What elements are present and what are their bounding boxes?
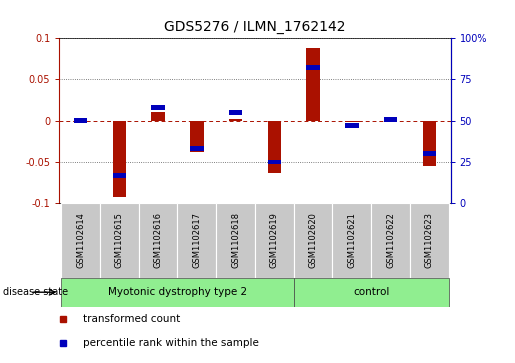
Bar	[139, 203, 178, 278]
Bar	[306, 48, 320, 121]
Text: GSM1102616: GSM1102616	[153, 212, 163, 269]
Bar	[384, 120, 398, 121]
Text: GSM1102617: GSM1102617	[192, 212, 201, 269]
Text: GSM1102621: GSM1102621	[347, 213, 356, 268]
Bar	[422, 121, 436, 166]
Text: control: control	[353, 287, 389, 297]
Text: transformed count: transformed count	[83, 314, 180, 325]
Bar	[294, 203, 332, 278]
Bar	[61, 278, 294, 307]
Text: GSM1102614: GSM1102614	[76, 213, 85, 268]
Bar	[216, 203, 255, 278]
Bar	[410, 203, 449, 278]
Bar	[178, 203, 216, 278]
Text: Myotonic dystrophy type 2: Myotonic dystrophy type 2	[108, 287, 247, 297]
Title: GDS5276 / ILMN_1762142: GDS5276 / ILMN_1762142	[164, 20, 346, 34]
Text: disease state: disease state	[3, 287, 67, 297]
Bar	[267, 121, 281, 173]
Bar	[332, 203, 371, 278]
Text: GSM1102623: GSM1102623	[425, 212, 434, 269]
Bar	[190, 146, 203, 151]
Bar	[255, 203, 294, 278]
Bar	[151, 105, 165, 110]
Bar	[422, 151, 436, 156]
Bar	[112, 173, 126, 178]
Text: percentile rank within the sample: percentile rank within the sample	[83, 338, 259, 348]
Bar	[267, 159, 281, 164]
Text: GSM1102620: GSM1102620	[308, 213, 318, 268]
Bar	[371, 203, 410, 278]
Bar	[384, 117, 398, 122]
Text: GSM1102622: GSM1102622	[386, 213, 395, 268]
Bar	[151, 113, 165, 121]
Text: GSM1102619: GSM1102619	[270, 213, 279, 268]
Bar	[306, 65, 320, 70]
Bar	[100, 203, 139, 278]
Bar	[294, 278, 449, 307]
Bar	[112, 121, 126, 197]
Bar	[345, 121, 358, 122]
Bar	[61, 203, 100, 278]
Bar	[190, 121, 203, 152]
Bar	[74, 120, 88, 121]
Bar	[74, 118, 88, 123]
Text: GSM1102615: GSM1102615	[115, 213, 124, 268]
Bar	[229, 110, 243, 115]
Bar	[345, 123, 358, 128]
Bar	[229, 119, 243, 121]
Text: GSM1102618: GSM1102618	[231, 212, 240, 269]
